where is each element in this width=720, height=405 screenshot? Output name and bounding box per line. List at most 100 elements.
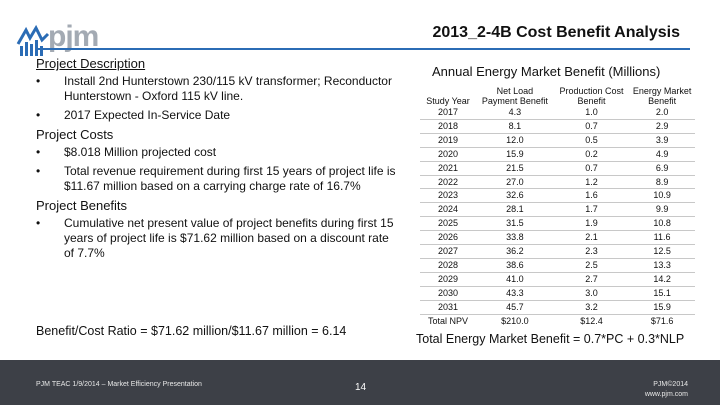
copyright-text: PJM©2014 [653,381,688,388]
table-row: 2030 43.3 3.0 15.1 [420,285,695,301]
table-cell: 2.3 [553,244,630,259]
table-cell: 43.3 [476,285,554,301]
table-cell: 41.0 [476,271,554,287]
benefit-cost-ratio: Benefit/Cost Ratio = $71.62 million/$11.… [36,324,347,338]
table-cell: $71.6 [629,313,695,328]
table-cell: 4.9 [629,146,695,162]
table-cell: 21.5 [476,160,554,176]
table-cell: 1.7 [553,202,630,217]
table-cell: 1.2 [553,174,630,189]
table-cell: 15.9 [629,299,695,315]
table-cell: 12.0 [476,132,554,148]
table-title: Annual Energy Market Benefit (Millions) [432,64,661,79]
table-cell: 2017 [437,107,459,117]
table-cell: 3.9 [629,132,695,148]
table-cell: 0.5 [553,132,630,148]
table-row: 2028 38.6 2.5 13.3 [420,257,695,273]
table-row: 2022 27.0 1.2 8.9 [420,174,695,189]
table-row: 2027 36.2 2.3 12.5 [420,244,695,259]
bullet-icon: • [36,74,41,88]
table-cell: 15.1 [629,285,695,301]
header-energy-market: Energy Market Benefit [632,86,692,106]
pjm-logo: pjm [16,20,116,58]
table-cell: 2024 [420,202,476,217]
table-cell: 8.9 [629,174,695,189]
project-benefits-list: • Cumulative net present value of project… [36,216,396,261]
table-cell: 2029 [420,271,476,287]
bullet-icon: • [36,164,41,178]
table-cell: 36.2 [476,244,554,259]
table-cell: 2.1 [553,230,630,245]
table-cell: 10.8 [629,216,695,231]
project-description-heading: Project Description [36,56,146,71]
table-row: 2019 12.0 0.5 3.9 [420,132,695,148]
table-cell: 2022 [420,174,476,189]
table-cell: 2023 [420,188,476,203]
header-net-load-payment: Net Load Payment Benefit [481,86,548,106]
table-cell: 0.7 [553,118,630,134]
table-cell: 27.0 [476,174,554,189]
list-item: • Total revenue requirement during first … [36,164,396,193]
table-cell: 3.0 [553,285,630,301]
table-cell: $12.4 [553,313,630,328]
table-row: 2018 8.1 0.7 2.9 [420,118,695,134]
list-item: • $8.018 Million projected cost [36,145,217,159]
table-row: 2021 21.5 0.7 6.9 [420,160,695,176]
bullet-icon: • [36,108,41,122]
list-item: • 2017 Expected In-Service Date [36,108,231,122]
project-description-list: • Install 2nd Hunterstown 230/115 kV tran… [36,74,396,123]
table-cell: 2.7 [553,271,630,287]
pjm-logo-mark-icon [16,24,50,56]
table-row: 2020 15.9 0.2 4.9 [420,146,695,162]
header-production-cost: Production Cost Benefit [559,86,624,106]
table-cell: 2031 [420,299,476,315]
table-cell: 10.9 [629,188,695,203]
table-cell: 2021 [420,160,476,176]
table-row: 2017 4.3 1.0 2.0 [420,106,695,119]
left-column: Project Description • Install 2nd Hunters… [36,56,396,265]
table-cell: 38.6 [476,257,554,273]
header-study-year: Study Year [426,96,470,106]
table-row: 2024 28.1 1.7 9.9 [420,202,695,217]
table-cell: 8.1 [476,118,554,134]
table-cell: 2025 [420,216,476,231]
table-cell: 31.5 [476,216,554,231]
table-cell: 1.9 [553,216,630,231]
table-cell: 2028 [420,257,476,273]
table-cell: 9.9 [629,202,695,217]
table-row: Total NPV $210.0 $12.4 $71.6 [420,313,695,328]
table-cell: Total NPV [420,313,476,328]
table-cell: 1.0 [585,107,598,117]
slide-title: 2013_2-4B Cost Benefit Analysis [432,24,680,41]
project-benefits-heading: Project Benefits [36,198,128,213]
table-header-row: Study Year Net Load Payment Benefit Prod… [420,86,695,106]
table-cell: 0.7 [553,160,630,176]
bullet-icon: • [36,145,41,159]
table-cell: 2026 [420,230,476,245]
project-costs-heading: Project Costs [36,127,114,142]
website-link[interactable]: www.pjm.com [644,391,688,398]
table-cell: 2020 [420,146,476,162]
table-cell: 15.9 [476,146,554,162]
table-cell: 11.6 [629,230,695,245]
table-cell: 2.9 [629,118,695,134]
table-cell: 2027 [420,244,476,259]
table-cell: 2018 [420,118,476,134]
table-cell: 1.6 [553,188,630,203]
table-cell: 2030 [420,285,476,301]
table-cell: 0.2 [553,146,630,162]
table-cell: 33.8 [476,230,554,245]
table-row: 2026 33.8 2.1 11.6 [420,230,695,245]
table-cell: 4.3 [508,107,522,117]
page-number: 14 [355,382,367,393]
table-cell: 32.6 [476,188,554,203]
project-costs-list: • $8.018 Million projected cost • Total re… [36,145,396,194]
table-cell: 2019 [420,132,476,148]
table-cell: 14.2 [629,271,695,287]
table-cell: 2.0 [655,107,669,117]
table-cell: 2.5 [553,257,630,273]
table-row: 2025 31.5 1.9 10.8 [420,216,695,231]
benefit-formula: Total Energy Market Benefit = 0.7*PC + 0… [416,332,685,346]
pjm-logo-text: pjm [48,20,99,53]
